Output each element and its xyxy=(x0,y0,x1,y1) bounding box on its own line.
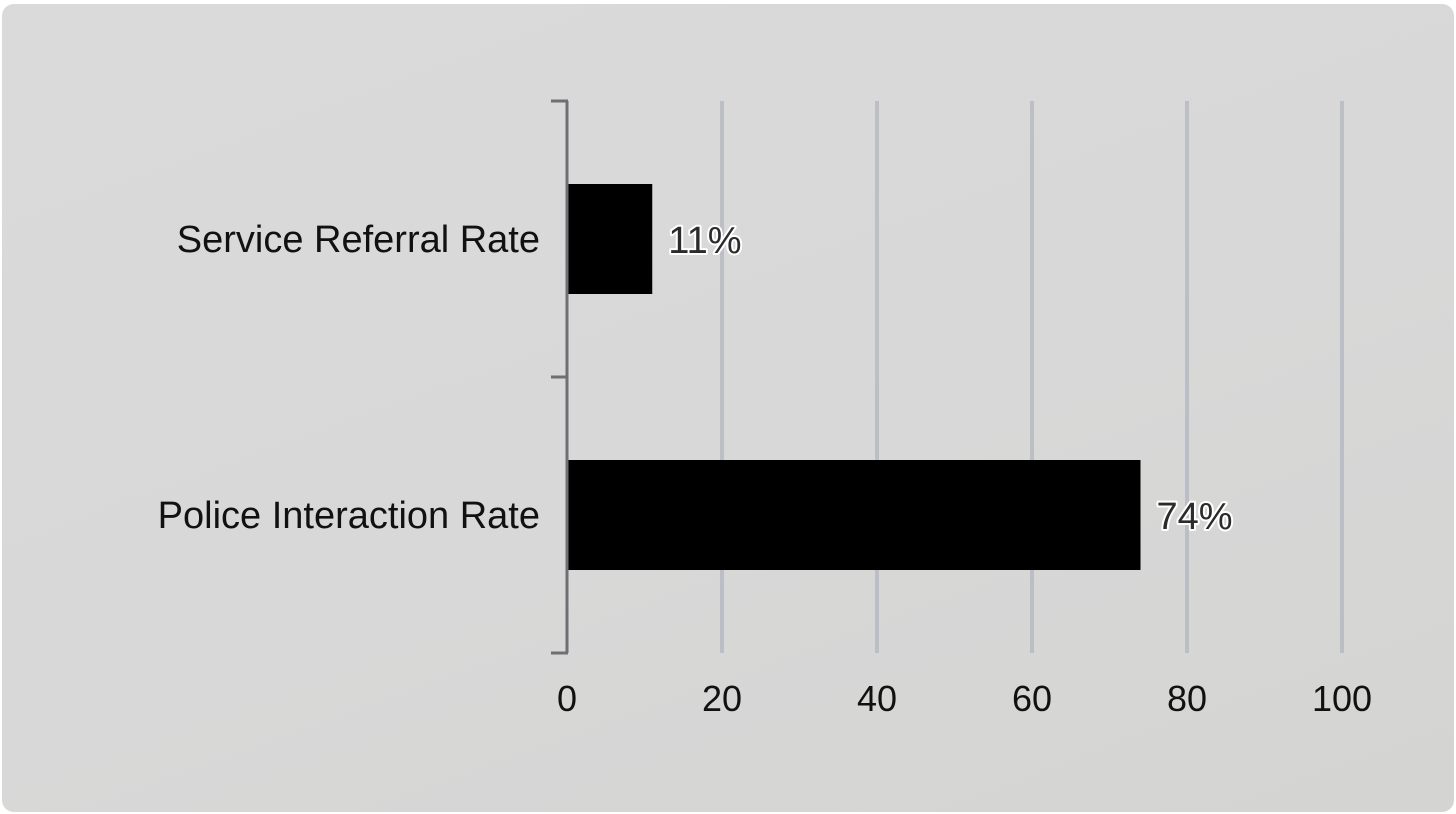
x-tick-label: 40 xyxy=(857,678,897,719)
x-tick-label: 20 xyxy=(702,678,742,719)
category-label: Service Referral Rate xyxy=(177,219,540,261)
bar-chart: Service Referral Rate Police Interaction … xyxy=(158,99,1372,719)
x-tick-label: 80 xyxy=(1167,678,1207,719)
bars xyxy=(567,184,1141,570)
data-labels: 11% 74% xyxy=(666,218,1234,540)
x-tick-label: 60 xyxy=(1012,678,1052,719)
data-label: 11% xyxy=(668,220,741,262)
data-label: 74% xyxy=(1157,496,1233,538)
bar xyxy=(567,460,1141,570)
gridlines xyxy=(720,101,1344,653)
x-tick-label: 100 xyxy=(1312,678,1372,719)
bar xyxy=(567,184,653,294)
chart-card: Service Referral Rate Police Interaction … xyxy=(2,4,1454,812)
x-tick-label: 0 xyxy=(557,678,577,719)
category-labels: Service Referral Rate Police Interaction … xyxy=(158,219,540,537)
x-tick-labels: 0 20 40 60 80 100 xyxy=(557,678,1372,719)
y-axis xyxy=(551,99,569,655)
category-label: Police Interaction Rate xyxy=(158,495,540,537)
